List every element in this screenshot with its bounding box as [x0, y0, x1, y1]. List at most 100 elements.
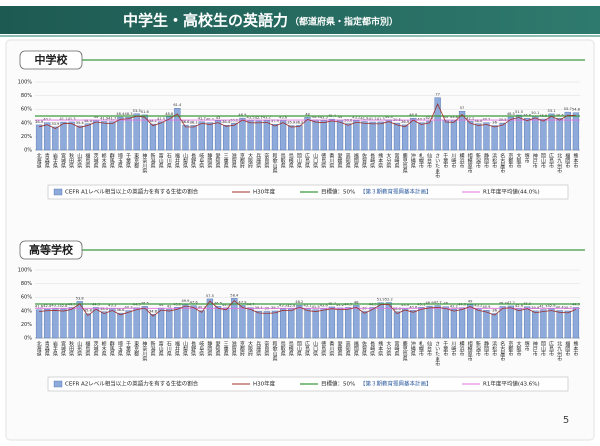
value-label: 35.4: [76, 121, 85, 125]
bar: [214, 120, 222, 151]
x-tick-label: 栃木県: [101, 152, 107, 169]
value-label: 47.9: [238, 300, 247, 304]
value-label: 44.2: [336, 303, 344, 307]
legend-label: R1年度平均値(44.0%): [483, 188, 540, 196]
value-label: 42.8: [59, 304, 68, 308]
x-tick-label: 愛媛県: [337, 340, 343, 357]
legend-label: CEFR A2レベル相当以上の英語力を有する生徒の割合: [65, 380, 199, 388]
bar: [141, 114, 148, 151]
legend-label: 目標値：50%: [321, 380, 355, 388]
value-label: 40.9: [482, 305, 491, 309]
value-label: 33.9: [51, 122, 60, 126]
x-tick-label: 川崎市: [450, 153, 456, 169]
x-tick-label: 香川県: [328, 152, 334, 169]
bar: [410, 310, 417, 339]
value-label: 51.9: [377, 298, 386, 302]
bar: [76, 125, 83, 151]
x-tick-label: 北海道: [36, 340, 42, 357]
value-label: 51.5: [515, 110, 523, 114]
bar: [499, 122, 506, 151]
bar: [442, 119, 449, 151]
x-tick-label: 京都府: [239, 340, 245, 357]
bar: [182, 124, 189, 151]
bar: [35, 309, 43, 339]
bar: [174, 307, 181, 339]
bar: [467, 121, 474, 151]
x-tick-label: 東京都: [133, 340, 139, 357]
bar: [556, 118, 563, 151]
value-label: 42.9: [515, 304, 524, 308]
value-label: 36: [492, 309, 497, 313]
bar: [475, 123, 482, 151]
value-label: 44.5: [133, 303, 141, 307]
x-tick-label: 秋田県: [68, 152, 74, 169]
value-label: 77: [435, 93, 440, 97]
bar: [263, 311, 270, 339]
x-tick-label: 富山県: [158, 340, 164, 357]
legend-swatch: [53, 380, 63, 388]
bar: [288, 125, 295, 151]
bar: [393, 311, 401, 339]
value-label: 42.7: [255, 116, 263, 120]
x-tick-label: 岡山市: [540, 341, 546, 357]
value-label: 48.4: [116, 112, 125, 116]
bar: [149, 314, 157, 339]
bar: [157, 121, 165, 151]
x-tick-label: 福岡県: [353, 340, 359, 357]
bar: [44, 308, 51, 339]
bar: [198, 310, 205, 339]
x-tick-label: 大分県: [385, 152, 391, 169]
y-tick-label: 60%: [21, 295, 32, 301]
bar: [336, 119, 344, 151]
x-tick-label: 熊本県: [377, 152, 383, 169]
value-label: 43.6: [279, 115, 288, 119]
x-tick-label: 宮崎県: [393, 340, 399, 357]
x-tick-label: 長野県: [190, 153, 196, 169]
x-tick-label: 新潟県: [149, 152, 155, 169]
bar: [125, 116, 132, 151]
bar: [279, 120, 287, 151]
value-label: 42: [167, 304, 172, 308]
x-tick-label: 岡山県: [296, 341, 302, 357]
value-label: 44: [338, 115, 343, 119]
x-tick-label: 仙台市: [426, 152, 432, 169]
x-tick-label: 愛媛県: [337, 152, 343, 169]
x-tick-label: 京都市: [507, 152, 513, 169]
x-tick-label: 広島県: [304, 152, 310, 169]
bar: [101, 121, 108, 151]
bar: [271, 124, 279, 151]
x-tick-label: 石川県: [166, 153, 172, 169]
value-label: 44: [159, 303, 164, 307]
bar: [483, 309, 490, 339]
x-tick-label: 島根県: [288, 152, 294, 169]
bar: [52, 308, 59, 339]
x-tick-label: 岐阜県: [198, 152, 204, 169]
bar: [458, 307, 466, 339]
value-label: 44.3: [312, 115, 320, 119]
bar: [385, 119, 392, 151]
bar: [223, 307, 230, 339]
bar: [304, 308, 311, 339]
bar: [369, 307, 376, 339]
bar: [279, 308, 287, 339]
value-label: 61.4: [173, 103, 182, 107]
x-tick-label: 静岡市: [483, 340, 489, 357]
value-label: 53.1: [548, 109, 556, 113]
bar: [483, 122, 490, 151]
value-label: 41.3: [377, 117, 385, 121]
legend-label: R1年度平均値(43.6%): [483, 380, 540, 388]
value-label: 36: [492, 121, 497, 125]
x-tick-label: 静岡県: [206, 152, 212, 169]
x-tick-label: 鳥取県: [280, 340, 286, 357]
value-label: 48: [305, 112, 310, 116]
x-tick-label: 広島県: [304, 340, 310, 357]
bar: [157, 307, 165, 339]
value-label: 51.6: [141, 110, 150, 114]
bar: [68, 307, 75, 339]
legend-label: CEFR A1レベル相当以上の英語力を有する生徒の割合: [65, 188, 199, 196]
x-tick-label: 青森県: [44, 152, 50, 169]
value-label: 43.2: [263, 116, 271, 120]
bar: [540, 118, 547, 151]
bar: [109, 121, 116, 151]
x-tick-label: 奈良県: [263, 152, 269, 169]
